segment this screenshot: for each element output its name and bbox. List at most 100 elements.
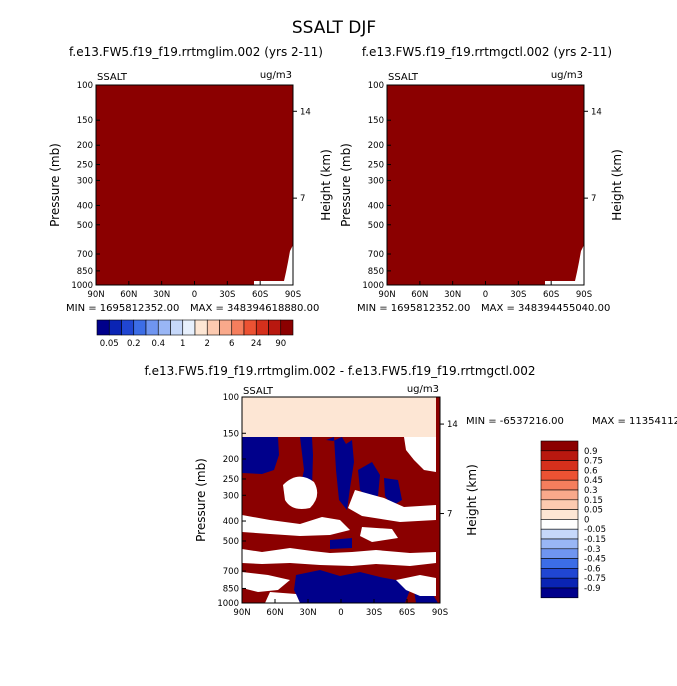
colorbar-top-swatch xyxy=(280,319,294,336)
panel-1: f.e13.FW5.f19_f19.rrtmglim.002 (yrs 2-11… xyxy=(48,45,333,314)
panel-2-field-gap xyxy=(545,245,584,285)
colorbar-diff-swatch xyxy=(540,548,579,559)
y-tick-label: 150 xyxy=(368,116,384,126)
y-tick-label: 400 xyxy=(368,201,384,211)
panel-2-title: f.e13.FW5.f19_f19.rrtmgctl.002 (yrs 2-11… xyxy=(362,45,612,59)
y-tick-label: 100 xyxy=(77,81,93,91)
x-tick-label: 90N xyxy=(87,290,104,300)
colorbar-top-swatch xyxy=(121,319,135,336)
panel-1-title: f.e13.FW5.f19_f19.rrtmglim.002 (yrs 2-11… xyxy=(69,45,323,59)
panel-2-ylabel-right: Height (km) xyxy=(610,149,624,220)
colorbar-diff-swatch xyxy=(540,519,579,530)
diff-patch-negative xyxy=(326,437,354,510)
colorbar-diff: 0.90.750.60.450.30.150.050-0.05-0.15-0.3… xyxy=(540,440,606,599)
colorbar-top-swatch xyxy=(206,319,220,336)
x-tick-label: 30S xyxy=(366,608,382,618)
colorbar-top-swatch xyxy=(219,319,233,336)
panel-1-ylabel-right: Height (km) xyxy=(319,149,333,220)
y-tick-label: 200 xyxy=(368,141,384,151)
panel-3-right-ticks: 14 7 xyxy=(440,420,458,520)
colorbar-diff-swatch xyxy=(540,470,579,481)
panel-2-right-string: ug/m3 xyxy=(551,70,583,81)
colorbar-top-swatch xyxy=(182,319,196,336)
colorbar-diff-swatch xyxy=(540,568,579,579)
panel-3: f.e13.FW5.f19_f19.rrtmglim.002 - f.e13.F… xyxy=(144,364,677,618)
colorbar-top-label: 24 xyxy=(251,339,262,349)
panel-3-left-string: SSALT xyxy=(243,386,274,397)
x-tick-label: 60S xyxy=(252,290,268,300)
y-tick-label: 300 xyxy=(368,176,384,186)
colorbar-diff-swatch xyxy=(540,489,579,501)
colorbar-top-swatch xyxy=(108,319,122,336)
panel-1-ylabel: Pressure (mb) xyxy=(48,143,62,227)
diff-patch-zero xyxy=(348,490,436,522)
colorbar-top-swatch xyxy=(170,319,184,336)
colorbar-diff-swatch xyxy=(540,558,579,569)
colorbar-diff-label: -0.05 xyxy=(584,525,606,535)
colorbar-diff-label: 0.05 xyxy=(584,506,603,516)
diff-patch-negative xyxy=(294,570,410,603)
diff-patch-zero xyxy=(404,437,436,472)
colorbar-top-swatch xyxy=(133,319,147,336)
y-tick-label: 500 xyxy=(223,537,239,547)
x-tick-label: 60N xyxy=(266,608,283,618)
colorbar-diff-label: -0.15 xyxy=(584,535,606,545)
diff-patch-zero xyxy=(265,592,300,603)
colorbar-top: 0.05 0.2 0.4 1 2 6 24 90 xyxy=(96,319,294,349)
panel-2-y-ticks: 100 150 200 250 300 400 500 700 850 1000 xyxy=(362,81,391,291)
colorbar-diff-label: -0.45 xyxy=(584,555,606,565)
colorbar-diff-label: 0.9 xyxy=(584,447,598,457)
right-tick-label: 7 xyxy=(447,510,452,520)
panel-3-right-string: ug/m3 xyxy=(407,384,439,395)
y-tick-label: 500 xyxy=(77,221,93,231)
colorbar-top-label: 2 xyxy=(205,339,210,349)
panel-1-left-string: SSALT xyxy=(97,72,128,83)
x-tick-label: 90S xyxy=(285,290,301,300)
panel-1-x-ticks: 90N 60N 30N 0 30S 60S 90S xyxy=(87,281,301,300)
diff-patch-zero xyxy=(242,572,290,592)
diff-patch-negative xyxy=(358,462,380,498)
colorbar-diff-swatch xyxy=(540,479,579,491)
diff-patch-negative xyxy=(242,437,279,474)
diff-upper-band xyxy=(242,397,440,437)
x-tick-label: 30S xyxy=(510,290,526,300)
colorbar-diff-label: 0.15 xyxy=(584,496,603,506)
x-tick-label: 60S xyxy=(399,608,415,618)
y-tick-label: 500 xyxy=(368,221,384,231)
right-tick-label: 14 xyxy=(447,420,458,430)
y-tick-label: 1000 xyxy=(71,281,93,291)
panel-1-right-ticks: 14 7 xyxy=(293,107,311,204)
x-tick-label: 30N xyxy=(299,608,316,618)
y-tick-label: 700 xyxy=(223,567,239,577)
panel-3-ylabel: Pressure (mb) xyxy=(194,458,208,542)
diff-patch-zero xyxy=(283,476,318,509)
y-tick-label: 400 xyxy=(223,517,239,527)
colorbar-diff-label: 0.3 xyxy=(584,486,598,496)
colorbar-diff-swatch xyxy=(540,587,579,599)
y-tick-label: 100 xyxy=(368,81,384,91)
colorbar-top-label: 0.05 xyxy=(100,339,119,349)
y-tick-label: 1000 xyxy=(217,599,239,609)
x-tick-label: 60N xyxy=(411,290,428,300)
y-tick-label: 400 xyxy=(77,201,93,211)
y-tick-label: 1000 xyxy=(362,281,384,291)
panel-2-x-ticks: 90N 60N 30N 0 30S 60S 90S xyxy=(378,281,592,300)
colorbar-top-swatch xyxy=(194,319,208,336)
figure-title: SSALT DJF xyxy=(292,18,376,38)
right-tick-label: 14 xyxy=(300,107,311,117)
colorbar-diff-swatch xyxy=(540,528,579,540)
panel-2-min: MIN = 1695812352.00 xyxy=(357,303,470,314)
panel-3-x-ticks: 90N 60N 30N 0 30S 60S 90S xyxy=(233,599,448,618)
colorbar-top-label: 0.4 xyxy=(151,339,165,349)
panel-3-ylabel-right: Height (km) xyxy=(465,464,479,535)
x-tick-label: 90N xyxy=(378,290,395,300)
x-tick-label: 30N xyxy=(153,290,170,300)
colorbar-top-label: 6 xyxy=(229,339,234,349)
colorbar-top-swatch xyxy=(243,319,257,336)
x-tick-label: 0 xyxy=(192,290,197,300)
colorbar-diff-label: 0 xyxy=(584,515,589,525)
colorbar-diff-swatch xyxy=(540,460,579,471)
x-tick-label: 60S xyxy=(543,290,559,300)
x-tick-label: 30S xyxy=(219,290,235,300)
colorbar-top-swatch xyxy=(96,319,110,336)
